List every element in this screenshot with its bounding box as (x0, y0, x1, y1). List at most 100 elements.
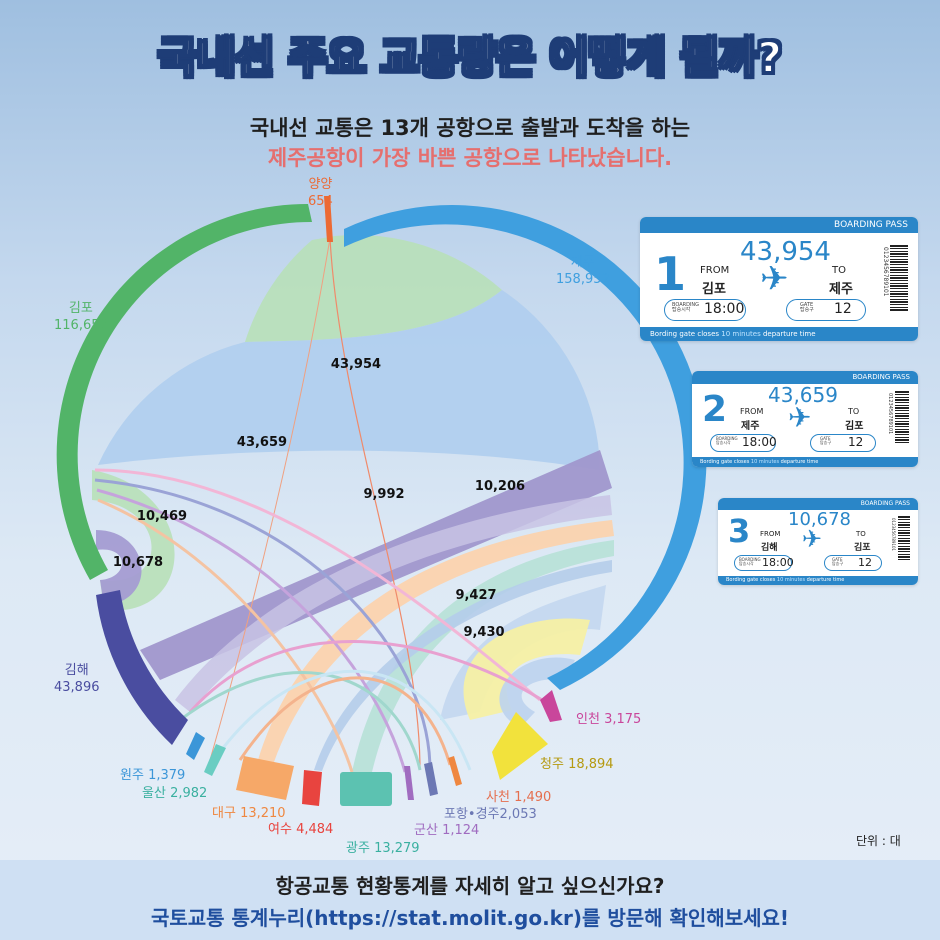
arc-wonju (186, 732, 205, 760)
flight-count: 43,659 (768, 383, 838, 407)
to-airport: 김포 (854, 543, 871, 553)
from-label: FROM (700, 265, 730, 276)
serial-number: 0123456789101 (887, 393, 893, 435)
airport-label-incheon: 인천 3,175 (576, 712, 642, 727)
page-title: 국내선 주요 교통량은 어떻게 될까? (157, 32, 783, 83)
airport-label-yangyang: 양양 654 (308, 177, 333, 209)
ribbon-gimpo-jeju (245, 234, 502, 342)
to-label: TO (848, 407, 860, 416)
airport-label-gwangju: 광주 13,279 (346, 841, 420, 856)
flow-value-jeju-gimpo: 43,659 (237, 435, 287, 450)
arc-cheongju (492, 712, 548, 780)
from-airport: 김포 (702, 282, 726, 297)
gate-label: GATE 탑승구 (800, 302, 814, 314)
ribbon-jeju-gimhae (175, 495, 612, 712)
gate-label: GATE 탑승구 (820, 436, 832, 446)
boarding-pass-2: BOARDING PASS 2 43,659 FROM 제주 ✈ TO 김포 B… (692, 371, 918, 467)
airport-label-pohang: 포항•경주2,053 (444, 807, 537, 822)
from-airport: 김해 (761, 543, 778, 553)
rank-number: 1 (654, 247, 687, 301)
footer-banner (0, 860, 940, 940)
boarding-pass-footer: Bording gate closes 10 minutes departure… (640, 327, 918, 341)
flow-value-jeju-gimhae: 9,992 (363, 487, 404, 502)
arc-daegu (236, 756, 294, 800)
boarding-time: 18:00 (704, 301, 745, 317)
airport-label-cheongju: 청주 18,894 (540, 757, 614, 772)
boarding-time: 18:00 (742, 435, 777, 449)
gate-label: GATE 탑승구 (832, 557, 844, 567)
arc-yeosu (302, 770, 322, 806)
airport-label-wonju: 원주 1,379 (120, 768, 186, 783)
flow-value-gimpo-gimhae: 10,469 (137, 509, 187, 524)
flow-value-gimhae-gimpo: 10,678 (113, 555, 163, 570)
subtitle-line-2: 제주공항이 가장 바쁜 공항으로 나타났습니다. (267, 146, 673, 170)
ribbon-gimhae-gimpo (96, 530, 142, 606)
boarding-pass-footer: Bording gate closes 10 minutes departure… (692, 457, 918, 467)
arc-sacheon (448, 756, 462, 786)
ribbon-gimpo-gimhae (92, 470, 175, 611)
gate-number: 12 (834, 301, 852, 317)
airplane-icon: ✈ (802, 525, 823, 553)
airport-label-jeju: 제주 158,952 (556, 255, 610, 287)
arc-yangyang (324, 196, 333, 242)
gate-box (824, 555, 882, 571)
to-label: TO (856, 530, 866, 538)
to-label: TO (832, 265, 846, 276)
footer-line-1: 항공교통 현황통계를 자세히 알고 싶으신가요? (275, 874, 665, 898)
flow-value-jeju-cheongju: 9,430 (463, 625, 504, 640)
airport-label-gimpo: 김포 116,650 (54, 301, 108, 333)
boarding-label: BOARDING 탑승시각 (739, 557, 761, 567)
boarding-time-box (734, 555, 792, 571)
boarding-pass-3: BOARDING PASS 3 10,678 FROM 김해 ✈ TO 김포 B… (718, 498, 918, 585)
flow-value-gimhae-jeju: 10,206 (475, 479, 525, 494)
unit-label: 단위 : 대 (856, 834, 901, 848)
boarding-time-box (664, 299, 746, 321)
to-airport: 제주 (829, 282, 853, 297)
boarding-pass-header: BOARDING PASS (718, 498, 918, 510)
flow-value-gimpo-jeju: 43,954 (331, 357, 381, 372)
rank-number: 2 (702, 389, 728, 430)
airport-label-yeosu: 여수 4,484 (268, 822, 334, 837)
arc-gunsan (404, 766, 414, 800)
airplane-icon: ✈ (788, 401, 812, 434)
airport-label-gimhae: 김해 43,896 (54, 663, 100, 695)
ribbon-jeju-daegu (258, 520, 614, 762)
boarding-label: BOARDING 탑승시각 (716, 436, 738, 446)
gate-number: 12 (858, 556, 872, 569)
to-airport: 김포 (845, 421, 864, 432)
airport-label-sacheon: 사천 1,490 (486, 790, 552, 805)
boarding-pass-1: BOARDING PASS 1 43,954 FROM 김포 ✈ TO 제주 B… (640, 217, 918, 341)
ribbon-cheongju-jeju (463, 618, 590, 720)
barcode-icon (895, 391, 909, 443)
barcode-icon (898, 516, 910, 562)
rank-number: 3 (728, 512, 751, 550)
gate-box (786, 299, 866, 321)
gate-box (810, 434, 876, 452)
from-label: FROM (760, 530, 781, 538)
from-label: FROM (740, 407, 764, 416)
arc-gimpo (56, 203, 313, 580)
flow-value-cheongju-jeju: 9,427 (455, 588, 496, 603)
footer-link-line[interactable]: 국토교통 통계누리(https://stat.molit.go.kr)를 방문해… (150, 906, 790, 930)
arc-gimhae (96, 590, 188, 745)
airport-label-daegu: 대구 13,210 (212, 806, 286, 821)
arc-ulsan (204, 744, 226, 776)
airport-label-gunsan: 군산 1,124 (414, 823, 480, 838)
arc-gwangju (340, 772, 392, 806)
gate-number: 12 (848, 435, 864, 449)
airport-label-ulsan: 울산 2,982 (142, 786, 208, 801)
from-airport: 제주 (741, 421, 760, 432)
barcode-icon (890, 245, 908, 311)
serial-number: 0123456789101 (882, 247, 889, 297)
boarding-pass-footer: Bording gate closes 10 minutes departure… (718, 576, 918, 585)
flight-count: 43,954 (740, 237, 831, 267)
airplane-icon: ✈ (760, 259, 789, 299)
serial-number: 0123456789101 (891, 518, 896, 552)
chord-diagram: 43,954 43,659 10,206 9,992 10,469 10,678… (56, 196, 707, 806)
boarding-time: 18:00 (762, 556, 794, 569)
boarding-time-box (710, 434, 776, 452)
flight-count: 10,678 (788, 509, 851, 530)
boarding-pass-header: BOARDING PASS (692, 371, 918, 384)
subtitle-line-1: 국내선 교통은 13개 공항으로 출발과 도착을 하는 (249, 116, 691, 140)
